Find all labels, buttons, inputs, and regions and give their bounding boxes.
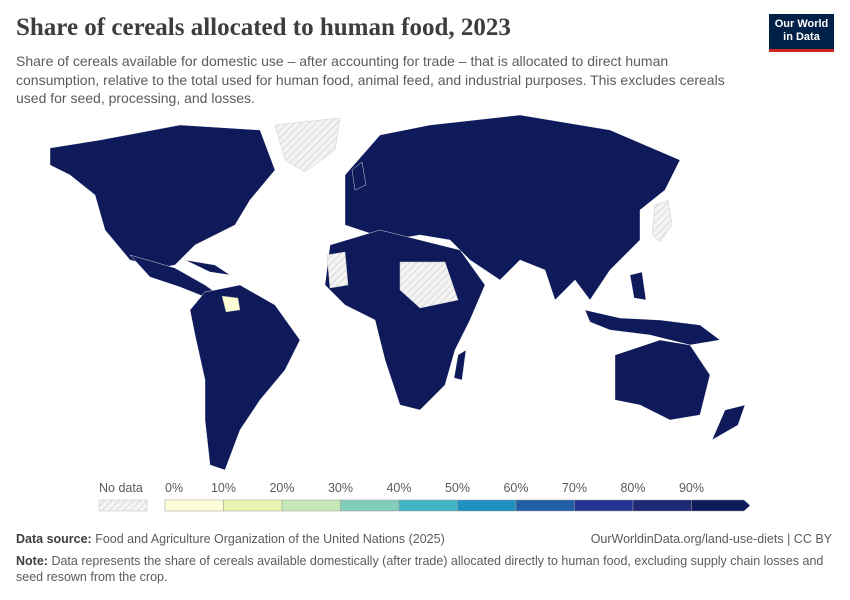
no-data-label: No data — [99, 481, 143, 495]
sahara-no-data[interactable] — [399, 261, 459, 309]
legend-tick-label: 20% — [269, 481, 294, 495]
note-label: Note: — [16, 554, 48, 568]
australia[interactable] — [614, 339, 711, 421]
legend-tick-label: 50% — [445, 481, 470, 495]
uk[interactable] — [351, 161, 367, 191]
legend-tick-label: 10% — [211, 481, 236, 495]
new-zealand[interactable] — [711, 404, 746, 441]
legend-bin[interactable] — [691, 499, 751, 512]
south-america[interactable] — [189, 284, 301, 471]
guianas[interactable] — [221, 295, 241, 313]
subtitle: Share of cereals available for domestic … — [16, 53, 725, 106]
legend-bin[interactable] — [281, 499, 341, 512]
legend-bin[interactable] — [340, 499, 400, 512]
logo-line: in Data — [783, 31, 820, 43]
source-label: Data source: — [16, 532, 92, 546]
legend-bin[interactable] — [398, 499, 458, 512]
legend-tick-label: 0% — [165, 481, 183, 495]
japan[interactable] — [651, 199, 673, 243]
logo-line: Our World — [774, 18, 829, 30]
legend-bin[interactable] — [164, 499, 224, 512]
legend-bin[interactable] — [223, 499, 283, 512]
title: Share of cereals allocated to human food… — [16, 14, 511, 41]
world-map: No data 0% 10% 20% 30% 40% 50% 60% 70% 80% 90% — [49, 114, 751, 512]
madagascar[interactable] — [453, 349, 467, 381]
legend: No data 0% 10% 20% 30% 40% 50% 60% 70% 80% 90% — [98, 481, 751, 512]
legend-bin[interactable] — [457, 499, 517, 512]
legend-tick-label: 30% — [328, 481, 353, 495]
url[interactable]: OurWorldinData.org/land-use-diets | CC B… — [590, 532, 832, 546]
legend-tick-label: 70% — [562, 481, 587, 495]
legend-tick-label: 90% — [679, 481, 704, 495]
no-data-swatch[interactable] — [98, 499, 148, 512]
legend-tick-label: 80% — [620, 481, 645, 495]
legend-bin[interactable] — [515, 499, 575, 512]
source: Data source: Food and Agriculture Organi… — [16, 532, 445, 546]
source-text: Food and Agriculture Organization of the… — [95, 532, 445, 546]
legend-bin[interactable] — [574, 499, 634, 512]
philippines[interactable] — [629, 271, 647, 301]
greenland[interactable] — [274, 117, 341, 173]
eurasia[interactable] — [344, 114, 681, 301]
note-text: Data represents the share of cereals ava… — [16, 554, 824, 584]
legend-tick-label: 40% — [386, 481, 411, 495]
indonesia[interactable] — [584, 309, 721, 346]
legend-tick-label: 60% — [503, 481, 528, 495]
caribbean[interactable] — [184, 259, 231, 276]
africa[interactable] — [324, 229, 486, 411]
western-sahara[interactable] — [326, 251, 349, 289]
legend-bin[interactable] — [632, 499, 692, 512]
logo[interactable]: Our World in Data — [769, 14, 834, 52]
north-america[interactable] — [49, 124, 276, 269]
note: Note: Data represents the share of cerea… — [16, 553, 826, 585]
